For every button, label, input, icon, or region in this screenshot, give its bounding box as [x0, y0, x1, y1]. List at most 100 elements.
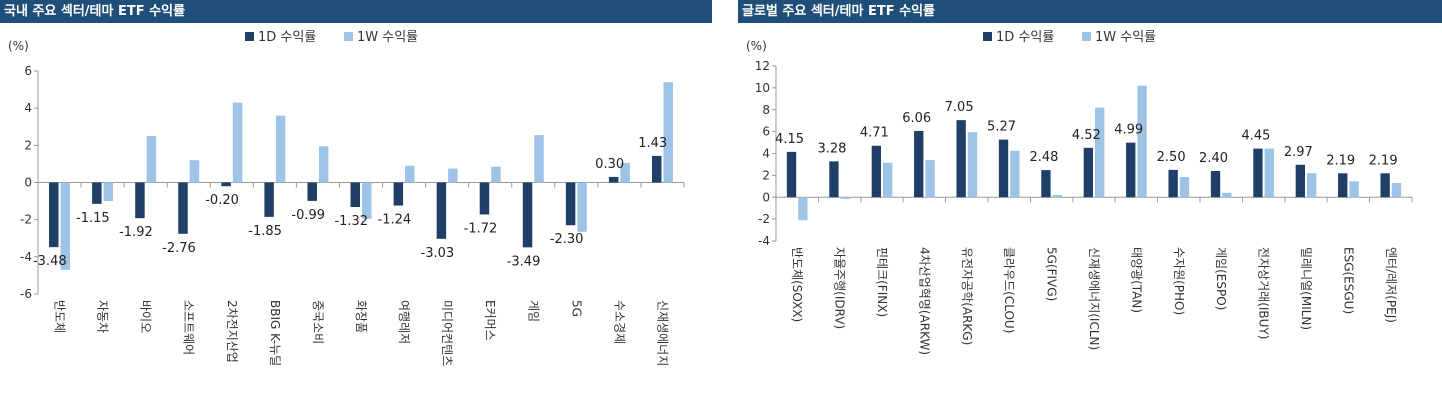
legend-label: 1W 수익률 [1095, 30, 1156, 45]
category-label: 태양광(TAN) [1129, 247, 1143, 313]
bar-1w [1052, 195, 1062, 198]
bar-1w [663, 82, 673, 183]
data-label-1d: 2.40 [1199, 151, 1228, 166]
data-label-1d: -0.99 [291, 208, 325, 223]
bar-1d [651, 155, 662, 183]
data-label-1d: 4.15 [775, 132, 804, 147]
bar-1w [362, 182, 372, 219]
category-label: 엔터/레저(PEJ) [1384, 247, 1398, 323]
y-tick-label: 0 [24, 176, 32, 190]
data-label-1d: -1.92 [119, 225, 153, 240]
data-label-1d: -1.15 [76, 211, 110, 226]
bar-1w [1391, 183, 1402, 198]
bar-1d [522, 182, 533, 248]
category-label: 수소경제 [612, 300, 626, 344]
data-label-1d: 4.45 [1241, 129, 1270, 144]
bar-1d [608, 176, 619, 183]
data-label-1d: 3.28 [817, 141, 846, 156]
data-label-1d: -1.32 [334, 214, 368, 229]
bar-1w [534, 135, 544, 183]
data-label-1d: 4.99 [1114, 123, 1143, 138]
bar-1w [1095, 107, 1105, 198]
bar-1w [840, 197, 850, 199]
bar-1d [92, 182, 102, 204]
category-label: 핀테크(FINX) [875, 247, 889, 317]
bar-1w [103, 182, 114, 202]
y-tick-label: -6 [20, 287, 32, 301]
data-label-1d: -1.85 [248, 224, 282, 239]
bar-1w [620, 162, 630, 183]
bar-1w [967, 132, 978, 198]
y-tick-label: 2 [24, 138, 32, 152]
category-label: 자동차 [96, 300, 110, 333]
legend-swatch [983, 32, 992, 41]
bar-1d [135, 182, 145, 219]
y-unit-label: (%) [8, 39, 29, 53]
category-label: BBIG K-뉴딜 [268, 300, 282, 366]
data-label-1d: 4.71 [860, 126, 889, 141]
legend-swatch [344, 32, 353, 41]
bar-1d [178, 182, 188, 234]
bar-1w [1179, 177, 1190, 198]
bar-1w [318, 146, 329, 183]
bar-1d [1168, 169, 1178, 198]
bar-1d [264, 182, 274, 217]
bar-1w [1349, 181, 1359, 198]
category-label: 5G(FIVG) [1045, 247, 1059, 301]
y-tick-label: 4 [24, 101, 32, 115]
category-label: 화장품 [354, 300, 368, 333]
data-label-1d: -0.20 [205, 193, 239, 208]
data-label-1d: -3.03 [421, 246, 455, 261]
category-label: 신재생에너지 [655, 300, 669, 366]
bar-1d [436, 182, 447, 239]
data-label-1d: 2.48 [1029, 150, 1058, 165]
y-tick-label: 4 [762, 147, 770, 161]
data-label-1d: -2.30 [550, 232, 584, 247]
domestic-etf-panel: 국내 주요 섹터/테마 ETF 수익률 (%) 1D 수익률 1W 수익률 -6 -4 -… [0, 0, 712, 406]
category-label: 자율주행(IDRV) [833, 247, 848, 329]
data-label-1d: 2.50 [1157, 150, 1186, 165]
global-etf-chart: (%) 1D 수익률 1W 수익률 -4 -2 0 2 4 6 8 10 12 4.15 반도체(SOXX… [746, 30, 1413, 355]
legend-swatch [1082, 32, 1091, 41]
category-label: ESG(ESGU) [1341, 247, 1355, 314]
legend-label: 1W 수익률 [357, 30, 418, 45]
data-label-1d: -1.72 [464, 221, 498, 236]
category-label: 클라우드(CLOU) [1002, 247, 1016, 333]
domestic-etf-chart: (%) 1D 수익률 1W 수익률 -6 -4 -2 0 2 4 6 -3.48 반도체 -1.15 자동… [8, 30, 685, 366]
bar-1d [49, 182, 59, 248]
global-etf-panel: 글로벌 주요 섹터/테마 ETF 수익률 (%) 1D 수익률 1W 수익률 -4 -2… [738, 0, 1442, 406]
panel-title: 글로벌 주요 섹터/테마 ETF 수익률 [738, 0, 1442, 23]
bar-1d [479, 182, 490, 215]
bar-1w [883, 162, 893, 198]
y-tick-label: 6 [24, 64, 32, 78]
bar-1w [577, 182, 587, 232]
bar-1w [925, 160, 935, 198]
legend-label: 1D 수익률 [258, 30, 316, 45]
bar-1d [829, 161, 839, 198]
bar-1d [998, 139, 1009, 198]
y-tick-label: 10 [755, 81, 770, 95]
bar-1w [275, 115, 286, 183]
bar-1d [307, 182, 317, 201]
data-label-1d: 6.06 [902, 111, 931, 126]
data-label-1d: -3.49 [507, 254, 541, 269]
bar-1d [1126, 142, 1136, 198]
bar-1w [1137, 85, 1147, 198]
y-tick-label: -2 [758, 212, 770, 226]
bar-1w [1010, 150, 1020, 198]
y-tick-label: 12 [755, 59, 770, 73]
y-tick-label: -4 [20, 250, 32, 264]
bar-1d [786, 151, 797, 198]
y-tick-label: 2 [762, 168, 770, 182]
bar-1w [60, 182, 71, 270]
y-tick-label: 6 [762, 125, 770, 139]
y-tick-label: -4 [758, 234, 770, 248]
category-label: 여행레저 [397, 300, 412, 344]
category-label: 소프트웨어 [182, 300, 196, 355]
category-label: 수자원(PHO) [1172, 247, 1186, 315]
bar-1d [1253, 148, 1263, 198]
panel-title: 국내 주요 섹터/테마 ETF 수익률 [0, 0, 712, 23]
bar-1d [1083, 147, 1093, 198]
data-label-1d: 2.97 [1284, 145, 1313, 160]
y-tick-label: 0 [762, 190, 770, 204]
